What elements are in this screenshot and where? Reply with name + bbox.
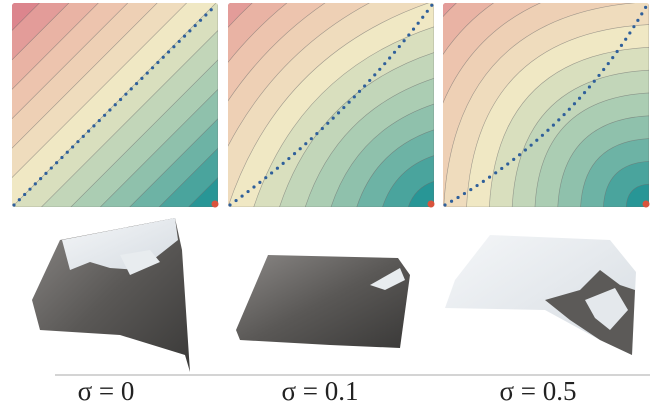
panel-label: σ = 0 (78, 376, 135, 406)
contour-plot (443, 3, 649, 207)
terrain-render (445, 235, 636, 355)
panel-label: σ = 0.1 (281, 376, 358, 406)
terrain-render (236, 255, 410, 348)
contour-plot (228, 3, 434, 207)
terrain-render (32, 218, 190, 372)
corner-dot (211, 200, 219, 208)
corner-dot (427, 200, 435, 208)
contour-band (407, 180, 434, 207)
corner-dot (642, 200, 650, 208)
contour-band (187, 176, 218, 207)
boundary-line (12, 3, 218, 207)
boundary-line (228, 3, 434, 207)
panel-label: σ = 0.5 (499, 376, 576, 406)
contour-plot (12, 3, 218, 207)
contour-band (625, 183, 649, 207)
boundary-line (443, 3, 649, 207)
contour-plots (12, 3, 649, 207)
